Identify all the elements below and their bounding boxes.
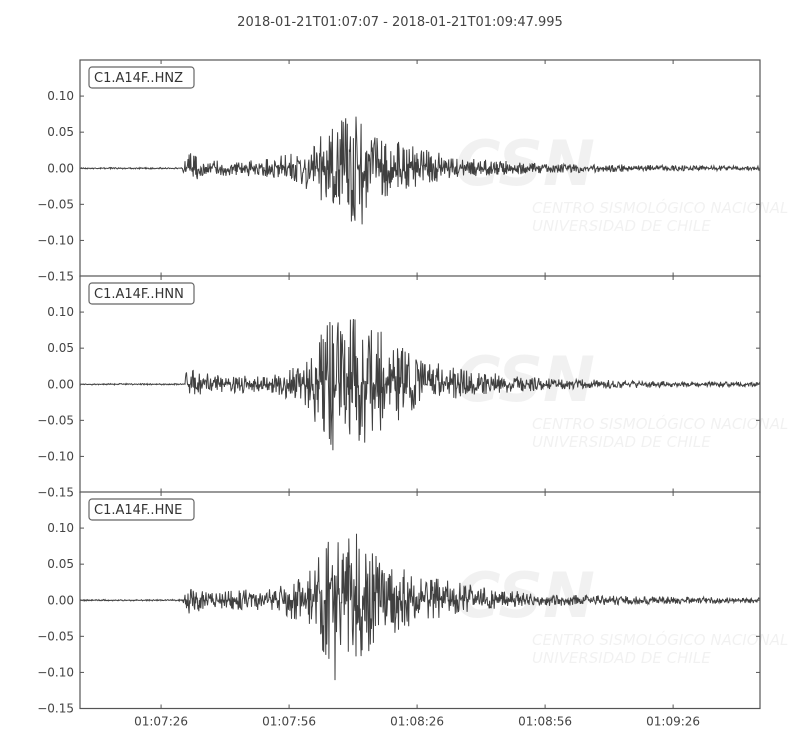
waveform-line: [79, 116, 761, 225]
trace-label: C1.A14F..HNN: [94, 287, 184, 302]
trace-label: C1.A14F..HNZ: [94, 71, 183, 86]
watermark-line1: CENTRO SISMOLÓGICO NACIONAL: [532, 198, 788, 217]
trace-label: C1.A14F..HNE: [94, 503, 182, 518]
y-tick-label: −0.10: [37, 233, 74, 247]
y-tick-label: 0.05: [47, 557, 74, 571]
y-tick-label: −0.15: [37, 270, 74, 284]
waveform-line: [80, 533, 761, 681]
watermark-line2: UNIVERSIDAD DE CHILE: [532, 217, 711, 235]
trace-label-box: [88, 498, 195, 521]
watermark-line2: UNIVERSIDAD DE CHILE: [532, 649, 711, 667]
y-tick-label: −0.10: [37, 665, 74, 679]
x-tick-label: 01:08:26: [390, 715, 444, 729]
y-tick-label: 0.00: [47, 377, 74, 391]
y-tick-label: 0.05: [47, 125, 74, 139]
x-tick-label: 01:07:26: [134, 715, 188, 729]
y-tick-label: 0.00: [47, 161, 74, 175]
y-tick-label: −0.05: [37, 197, 74, 211]
x-tick-label: 01:08:56: [518, 715, 572, 729]
chart-title: 2018-01-21T01:07:07 - 2018-01-21T01:09:4…: [237, 15, 563, 30]
watermark-logo: CSN: [455, 343, 595, 416]
x-tick-label: 01:09:26: [646, 715, 700, 729]
y-tick-label: 0.05: [47, 341, 74, 355]
x-tick-label: 01:07:56: [262, 715, 316, 729]
y-tick-label: −0.10: [37, 449, 74, 463]
y-tick-label: −0.05: [37, 629, 74, 643]
watermark-logo: CSN: [455, 127, 595, 200]
y-tick-label: −0.15: [37, 486, 74, 500]
watermark-line1: CENTRO SISMOLÓGICO NACIONAL: [532, 630, 788, 649]
trace-label-box: [88, 282, 195, 305]
y-tick-label: −0.05: [37, 413, 74, 427]
y-tick-label: 0.10: [47, 305, 74, 319]
trace-label-box: [88, 66, 195, 89]
y-tick-label: 0.10: [47, 521, 74, 535]
y-tick-label: 0.00: [47, 593, 74, 607]
watermark-line2: UNIVERSIDAD DE CHILE: [532, 433, 711, 451]
waveform-line: [79, 318, 761, 451]
y-tick-label: −0.15: [37, 702, 74, 716]
watermark-line1: CENTRO SISMOLÓGICO NACIONAL: [532, 414, 788, 433]
y-tick-label: 0.10: [47, 89, 74, 103]
